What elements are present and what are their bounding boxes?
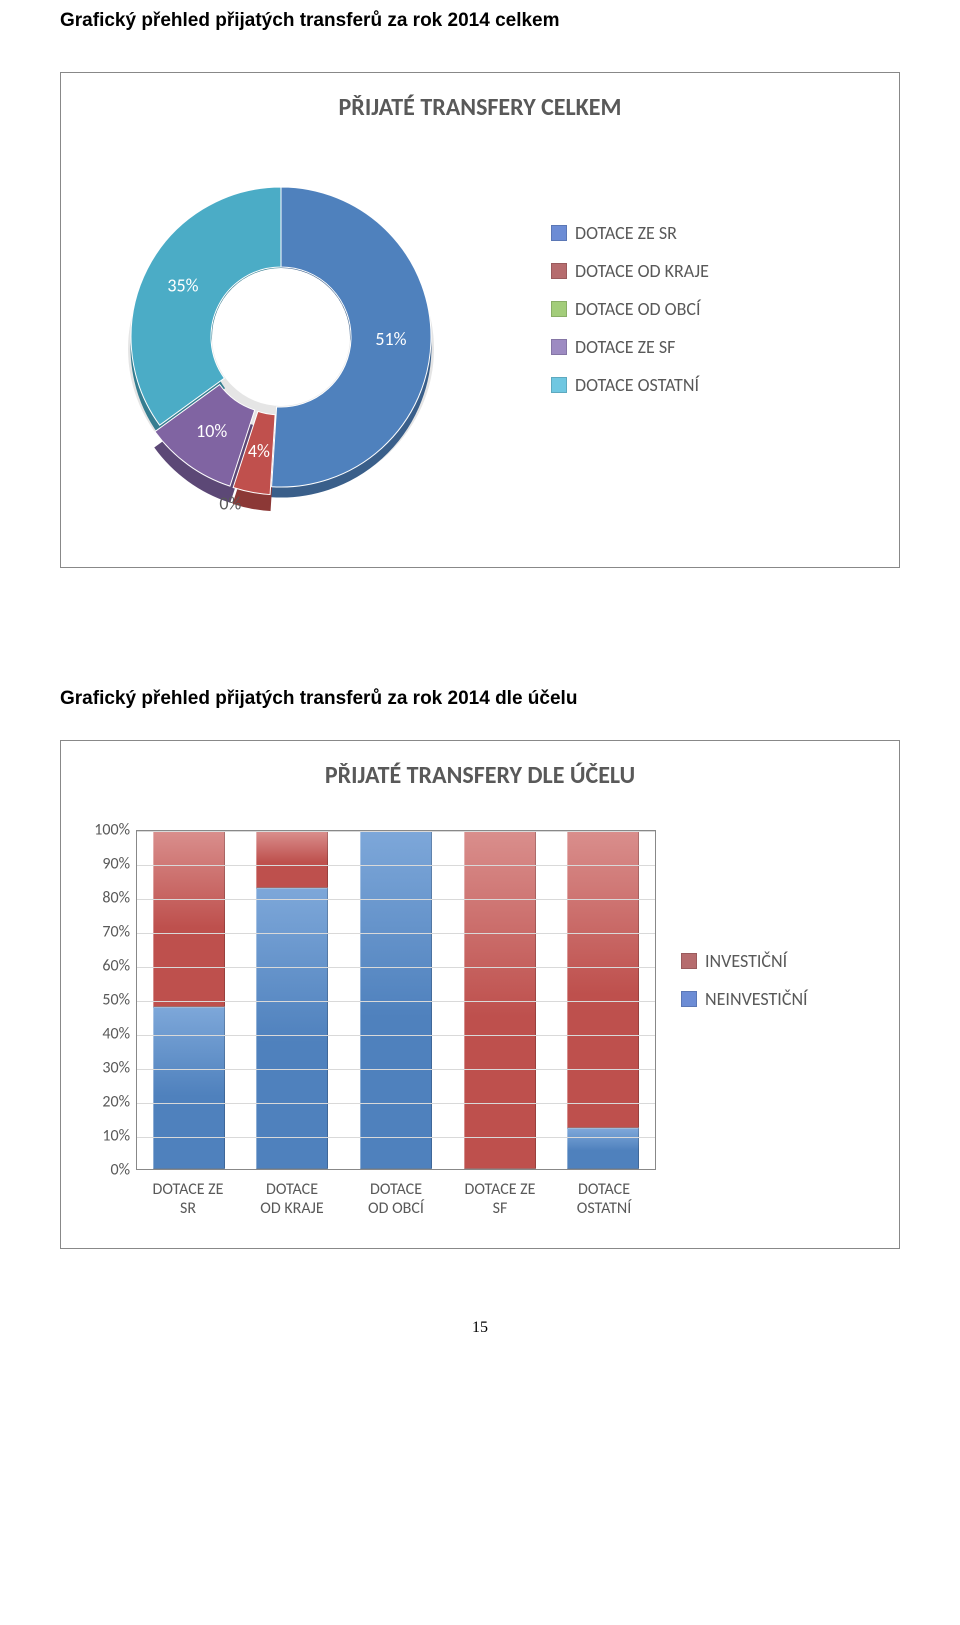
y-tick-label: 70% bbox=[80, 923, 130, 942]
donut-data-label: 35% bbox=[167, 274, 198, 296]
legend-swatch bbox=[681, 991, 697, 1007]
y-tick-label: 100% bbox=[80, 821, 130, 840]
section-title-2: Grafický přehled přijatých transferů za … bbox=[60, 688, 900, 710]
gridline bbox=[137, 967, 655, 968]
bar-legend: INVESTIČNÍ NEINVESTIČNÍ bbox=[681, 950, 808, 1026]
legend-swatch bbox=[551, 339, 567, 355]
legend-swatch bbox=[551, 263, 567, 279]
legend-label: DOTACE ZE SR bbox=[575, 222, 677, 244]
bar-plot-area bbox=[136, 830, 656, 1170]
donut-svg: 51% 4% 0% 10% 35% bbox=[81, 162, 521, 532]
bar-segment bbox=[153, 1007, 225, 1169]
bar-layout: 0%10%20%30%40%50%60%70%80%90%100% DOTACE… bbox=[81, 830, 879, 1218]
bar-plot-row: 0%10%20%30%40%50%60%70%80%90%100% bbox=[81, 830, 656, 1170]
bar-chart-box: PŘIJATÉ TRANSFERY DLE ÚČELU 0% 10% 20% 30% 4… bbox=[60, 740, 900, 1249]
donut-data-label: 51% bbox=[375, 328, 406, 350]
bar-segment bbox=[360, 831, 432, 1169]
x-tick-label: DOTACE ZESF bbox=[464, 1180, 536, 1218]
legend-swatch bbox=[551, 377, 567, 393]
donut-data-label: 10% bbox=[196, 420, 227, 442]
bar-column bbox=[464, 831, 536, 1169]
bar-segment bbox=[256, 831, 328, 888]
legend-label: DOTACE OSTATNÍ bbox=[575, 374, 699, 396]
gridline bbox=[137, 831, 655, 832]
legend-item: DOTACE OSTATNÍ bbox=[551, 374, 709, 396]
legend-swatch bbox=[681, 953, 697, 969]
bars-row bbox=[137, 831, 655, 1169]
legend-item: INVESTIČNÍ bbox=[681, 950, 808, 972]
legend-label: INVESTIČNÍ bbox=[705, 950, 787, 972]
donut-data-label: 4% bbox=[248, 440, 270, 462]
donut-chart-box: PŘIJATÉ TRANSFERY CELKEM 51% 4% 0% 10% 35% D… bbox=[60, 72, 900, 568]
y-tick-label: 60% bbox=[80, 957, 130, 976]
bar-segment bbox=[567, 1128, 639, 1169]
bar-x-axis: DOTACE ZESR DOTACEOD KRAJE DOTACEOD OBCÍ DO… bbox=[136, 1180, 656, 1218]
x-tick-label: DOTACEOD OBCÍ bbox=[360, 1180, 432, 1218]
gridline bbox=[137, 1069, 655, 1070]
legend-label: DOTACE OD KRAJE bbox=[575, 260, 709, 282]
y-tick-label: 50% bbox=[80, 991, 130, 1010]
bar-column bbox=[567, 831, 639, 1169]
x-tick-label: DOTACEOSTATNÍ bbox=[568, 1180, 640, 1218]
gridline bbox=[137, 933, 655, 934]
y-tick-label: 0% bbox=[80, 1161, 130, 1180]
y-tick-label: 30% bbox=[80, 1059, 130, 1078]
donut-svg-holder: 51% 4% 0% 10% 35% bbox=[81, 162, 521, 537]
section-title-1: Grafický přehled přijatých transferů za … bbox=[60, 10, 900, 32]
legend-label: DOTACE OD OBCÍ bbox=[575, 298, 701, 320]
bar-chart-title: PŘIJATÉ TRANSFERY DLE ÚČELU bbox=[81, 761, 879, 790]
gridline bbox=[137, 899, 655, 900]
bar-segment bbox=[153, 831, 225, 1007]
bar-segment bbox=[256, 888, 328, 1169]
bar-column bbox=[256, 831, 328, 1169]
page: Grafický přehled přijatých transferů za … bbox=[0, 0, 960, 1377]
legend-item: DOTACE ZE SF bbox=[551, 336, 709, 358]
page-number: 15 bbox=[60, 1319, 900, 1337]
bar-y-axis: 0%10%20%30%40%50%60%70%80%90%100% bbox=[81, 830, 136, 1170]
legend-swatch bbox=[551, 225, 567, 241]
bar-column bbox=[153, 831, 225, 1169]
gridline bbox=[137, 1035, 655, 1036]
x-tick-label: DOTACEOD KRAJE bbox=[256, 1180, 328, 1218]
y-tick-label: 80% bbox=[80, 889, 130, 908]
y-tick-label: 40% bbox=[80, 1025, 130, 1044]
y-tick-label: 90% bbox=[80, 855, 130, 874]
gridline bbox=[137, 1137, 655, 1138]
legend-label: DOTACE ZE SF bbox=[575, 336, 675, 358]
gridline bbox=[137, 1103, 655, 1104]
y-tick-label: 10% bbox=[80, 1127, 130, 1146]
y-tick-label: 20% bbox=[80, 1093, 130, 1112]
legend-item: DOTACE ZE SR bbox=[551, 222, 709, 244]
gridline bbox=[137, 1001, 655, 1002]
donut-chart-title: PŘIJATÉ TRANSFERY CELKEM bbox=[81, 93, 879, 122]
bar-column bbox=[360, 831, 432, 1169]
legend-item: NEINVESTIČNÍ bbox=[681, 988, 808, 1010]
donut-layout: 51% 4% 0% 10% 35% DOTACE ZE SR DOTACE OD KRAJ… bbox=[81, 162, 879, 537]
bar-segment bbox=[464, 831, 536, 1169]
bar-segment bbox=[567, 831, 639, 1128]
donut-legend: DOTACE ZE SR DOTACE OD KRAJE DOTACE OD OBC… bbox=[551, 222, 709, 412]
gridline bbox=[137, 865, 655, 866]
legend-swatch bbox=[551, 301, 567, 317]
x-tick-label: DOTACE ZESR bbox=[152, 1180, 224, 1218]
legend-item: DOTACE OD KRAJE bbox=[551, 260, 709, 282]
donut-data-label: 0% bbox=[219, 492, 241, 514]
legend-label: NEINVESTIČNÍ bbox=[705, 988, 808, 1010]
legend-item: DOTACE OD OBCÍ bbox=[551, 298, 709, 320]
